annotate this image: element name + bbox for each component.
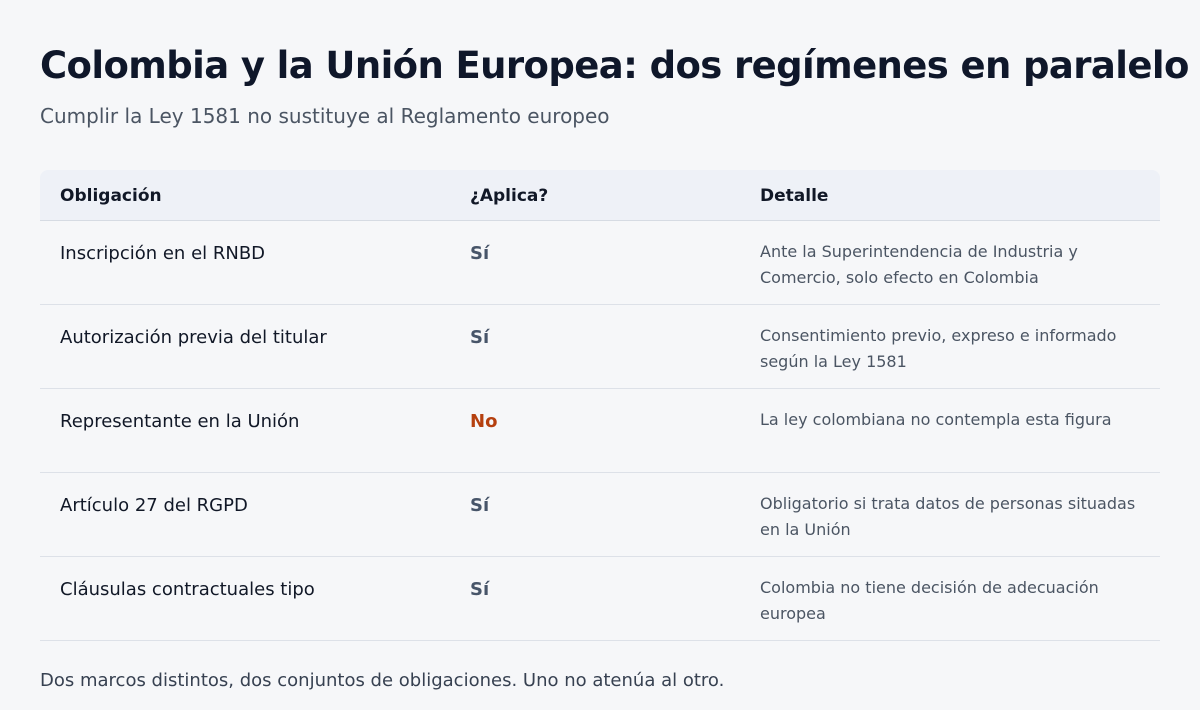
obligations-table: Obligación ¿Aplica? Detalle Inscripción …	[40, 170, 1160, 641]
table-header: Obligación ¿Aplica? Detalle	[40, 170, 1160, 221]
column-header-detail: Detalle	[760, 186, 829, 206]
obligation-cell: Inscripción en el RNBD	[60, 243, 266, 264]
obligation-cell: Representante en la Unión	[60, 411, 300, 432]
column-header-applies: ¿Aplica?	[470, 186, 549, 206]
applies-cell: Sí	[470, 327, 490, 348]
obligation-cell: Artículo 27 del RGPD	[60, 495, 248, 516]
detail-cell: La ley colombiana no contempla esta figu…	[760, 410, 1112, 429]
obligation-cell: Cláusulas contractuales tipo	[60, 579, 315, 600]
detail-cell: Ante la Superintendencia de Industria y …	[760, 242, 1078, 287]
table-row: Artículo 27 del RGPD Sí Obligatorio si t…	[40, 473, 1160, 557]
table-row: Representante en la Unión No La ley colo…	[40, 389, 1160, 473]
page-subtitle: Cumplir la Ley 1581 no sustituye al Regl…	[40, 104, 610, 128]
applies-cell: No	[470, 411, 498, 432]
table-row: Cláusulas contractuales tipo Sí Colombia…	[40, 557, 1160, 641]
applies-cell: Sí	[470, 243, 490, 264]
detail-cell: Colombia no tiene decisión de adecuación…	[760, 578, 1099, 623]
table-row: Inscripción en el RNBD Sí Ante la Superi…	[40, 221, 1160, 305]
detail-cell: Consentimiento previo, expreso e informa…	[760, 326, 1117, 371]
applies-cell: Sí	[470, 495, 490, 516]
page-title: Colombia y la Unión Europea: dos regímen…	[40, 44, 1189, 87]
column-header-obligation: Obligación	[60, 186, 162, 206]
applies-cell: Sí	[470, 579, 490, 600]
table-row: Autorización previa del titular Sí Conse…	[40, 305, 1160, 389]
footer-note: Dos marcos distintos, dos conjuntos de o…	[40, 670, 725, 691]
obligation-cell: Autorización previa del titular	[60, 327, 327, 348]
detail-cell: Obligatorio si trata datos de personas s…	[760, 494, 1136, 539]
